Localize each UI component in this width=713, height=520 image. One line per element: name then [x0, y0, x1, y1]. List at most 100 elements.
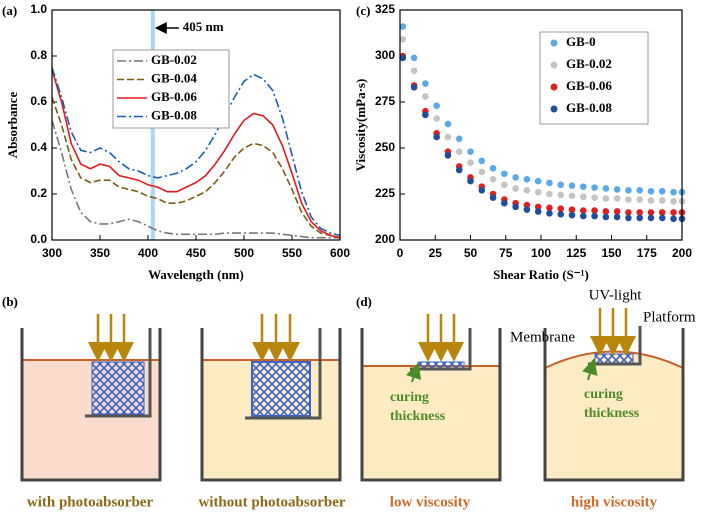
platform-label: Platform: [643, 309, 696, 325]
point: [568, 206, 576, 213]
point: [647, 187, 655, 195]
y-tick-label: 275: [375, 94, 395, 108]
legend-label: GB-0.02: [151, 52, 197, 67]
curing-label: thickness: [584, 406, 640, 421]
point: [478, 187, 486, 194]
point: [613, 213, 621, 221]
tank-low-viscosity: [360, 314, 502, 482]
point: [501, 170, 508, 178]
y-tick-label: 1.0: [30, 2, 47, 16]
point: [455, 148, 463, 155]
y-tick-label: 225: [375, 186, 395, 200]
point: [591, 207, 598, 214]
point: [534, 177, 542, 185]
line: [51, 97, 341, 239]
x-tick-label: 300: [42, 246, 62, 260]
point: [670, 209, 677, 216]
point: [501, 181, 508, 189]
line: [51, 67, 341, 237]
point: [670, 198, 677, 205]
point: [591, 212, 598, 220]
point: [557, 191, 565, 199]
caption: with photoabsorber: [27, 494, 154, 510]
point: [658, 214, 666, 222]
point: [399, 23, 407, 30]
x-tick-label: 500: [234, 246, 254, 260]
x-tick-label: 600: [330, 246, 350, 260]
tank-without-absorber: [200, 314, 342, 482]
legend-label: GB-0.02: [566, 56, 612, 71]
x-tick-label: 175: [637, 246, 657, 260]
membrane-label: Membrane: [510, 329, 575, 345]
point: [613, 186, 621, 193]
legend-swatch: [550, 61, 558, 69]
point: [591, 194, 598, 201]
point: [658, 209, 666, 216]
tank-high-viscosity: [543, 308, 685, 482]
point: [399, 54, 407, 62]
point: [455, 166, 463, 174]
point: [523, 201, 531, 209]
panel-label: (c): [356, 3, 370, 18]
legend-swatch: [550, 83, 558, 91]
curing-label: curing: [390, 390, 429, 405]
point: [399, 36, 407, 43]
point: [467, 148, 474, 155]
legend-label: GB-0.06: [151, 89, 197, 104]
point: [455, 135, 463, 143]
point: [433, 115, 440, 122]
y-tick-label: 0.8: [30, 48, 47, 62]
point: [658, 197, 666, 204]
caption: low viscosity: [390, 494, 471, 510]
point: [523, 206, 531, 213]
point: [512, 203, 519, 211]
x-tick-label: 350: [90, 246, 110, 260]
point: [580, 193, 587, 201]
legend-box: [112, 49, 230, 129]
y-tick-label: 0.4: [30, 140, 47, 154]
point: [557, 205, 565, 213]
line: [51, 120, 340, 239]
legend-swatch: [550, 39, 558, 47]
point: [647, 209, 655, 216]
point: [602, 208, 610, 215]
point: [523, 175, 531, 183]
point: [444, 152, 452, 159]
point: [557, 210, 565, 218]
legend-swatch: [550, 105, 558, 113]
curing-label: curing: [584, 387, 623, 402]
x-axis-title: Shear Ratio (S⁻¹): [493, 267, 589, 282]
point: [636, 196, 643, 203]
point: [625, 187, 632, 194]
point: [478, 157, 486, 165]
y-tick-label: 0.2: [30, 186, 47, 200]
caption: without photoabsorber: [198, 494, 345, 510]
point: [625, 209, 632, 216]
x-tick-label: 125: [566, 246, 586, 260]
point: [568, 211, 576, 219]
point: [546, 204, 553, 212]
x-tick-label: 200: [672, 246, 692, 260]
point: [422, 111, 429, 119]
legend-box: [539, 31, 649, 125]
point: [580, 183, 587, 190]
point: [512, 185, 519, 192]
annotation: 405 nm: [183, 19, 224, 34]
caption: high viscosity: [571, 494, 658, 510]
point: [647, 214, 655, 222]
x-tick-label: 450: [186, 246, 206, 260]
point: [613, 208, 621, 215]
curing-label: thickness: [390, 409, 446, 424]
y-tick-label: 325: [375, 2, 395, 16]
point: [433, 133, 440, 141]
legend-label: GB-0.04: [151, 70, 197, 85]
point: [591, 184, 598, 191]
point: [580, 207, 587, 214]
point: [467, 177, 474, 185]
point: [501, 199, 508, 207]
x-tick-label: 550: [282, 246, 302, 260]
point: [410, 54, 418, 62]
point: [625, 196, 632, 203]
x-tick-label: 25: [429, 246, 443, 260]
